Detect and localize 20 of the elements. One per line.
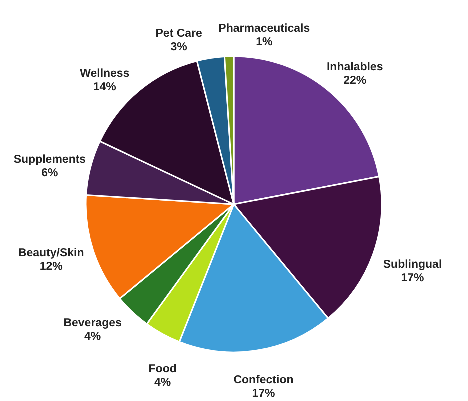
data-label: 1% [256,36,273,48]
slice-label: Food [148,364,177,376]
data-label: 4% [154,377,172,390]
data-label: 4% [84,331,102,344]
data-label: 14% [93,81,116,94]
data-label: 6% [42,168,58,180]
data-label: 17% [252,388,276,400]
data-label: 3% [170,42,188,54]
data-label: 22% [344,74,367,87]
slice-label: Pharmaceuticals [218,22,310,35]
slice-label: Wellness [80,68,130,80]
slice-label: Sublingual [383,258,442,271]
slice-label: Supplements [14,154,86,166]
slice-label: Beverages [64,318,122,330]
slice-label: Beauty/Skin [18,248,84,260]
slice-label: Confection [234,374,294,386]
data-label: 17% [401,272,424,284]
data-label: 12% [40,261,63,274]
slice-label: Inhalables [326,61,384,74]
slice-label: Pet Care [156,28,202,40]
